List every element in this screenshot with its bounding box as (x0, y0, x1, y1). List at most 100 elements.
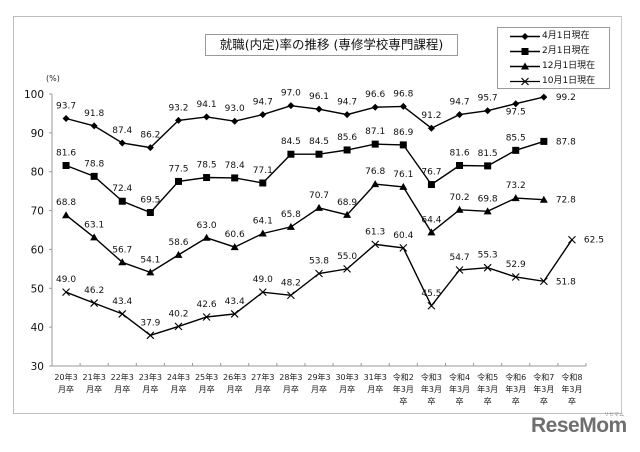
square-marker (512, 146, 520, 154)
diamond-marker (315, 105, 323, 113)
data-label: 37.9 (140, 318, 160, 328)
data-label: 96.8 (393, 89, 413, 99)
y-tick-label: 90 (31, 128, 44, 140)
x-tick-label: 令和7 (533, 372, 554, 382)
legend-label: 10月1日現在 (542, 76, 596, 86)
data-label: 49.0 (253, 275, 273, 285)
x-tick-label: 令和2 (393, 372, 414, 382)
triangle-marker (455, 205, 464, 213)
data-label: 60.6 (225, 230, 245, 240)
legend-item-feb1: 2月1日現在 (498, 44, 611, 59)
x-tick-label: 月卒 (283, 384, 299, 394)
legend-item-dec1: 12月1日現在 (498, 59, 611, 74)
square-marker (287, 150, 295, 158)
data-label: 77.5 (168, 164, 188, 174)
data-label: 87.8 (556, 137, 576, 147)
data-label: 63.0 (197, 221, 217, 231)
data-label: 76.8 (365, 167, 385, 177)
diamond-marker (343, 111, 351, 119)
square-marker (456, 161, 464, 169)
data-label: 51.8 (556, 277, 576, 287)
square-marker (427, 181, 435, 189)
data-label: 96.6 (365, 90, 385, 100)
x-tick-label: 卒 (484, 396, 492, 406)
chart-title: 就職(内定)率の推移 (専修学校専門課程) (205, 34, 458, 56)
square-marker (62, 161, 70, 169)
triangle-marker (539, 195, 548, 203)
x-tick-label: 月卒 (58, 384, 74, 394)
data-label: 78.5 (197, 161, 217, 171)
data-label: 43.4 (112, 297, 132, 307)
x-tick-label: 27年3 (251, 372, 274, 382)
x-tick-label: 年3月 (449, 384, 470, 394)
data-label: 95.7 (478, 94, 498, 104)
diamond-marker (174, 116, 182, 124)
x-tick-label: 22年3 (111, 372, 134, 382)
y-tick-label: 60 (31, 244, 44, 256)
diamond-marker (427, 124, 435, 132)
data-label: 87.1 (365, 127, 385, 137)
data-label: 84.5 (281, 137, 301, 147)
diamond-marker (90, 122, 98, 130)
diamond-marker-icon (510, 33, 540, 40)
series-diamond: 93.7 91.8 87.4 86.2 93.2 94.1 93.0 94.7 97.0 96.1… (56, 89, 576, 152)
triangle-marker (174, 250, 183, 258)
diamond-marker (399, 102, 407, 110)
data-label: 76.7 (421, 168, 441, 178)
x-tick-label: 年3月 (477, 384, 498, 394)
data-label: 85.5 (506, 133, 526, 143)
square-marker (259, 179, 267, 187)
data-label: 62.5 (584, 236, 604, 246)
series-triangle: 68.8 63.1 56.7 54.1 58.6 63.0 60.6 64.1 65.8 70.7… (56, 167, 576, 276)
triangle-marker (258, 229, 267, 237)
data-label: 43.4 (225, 297, 245, 307)
x-tick-label: 卒 (456, 396, 464, 406)
diamond-marker (259, 111, 267, 119)
x-tick-label: 25年3 (195, 372, 218, 382)
data-label: 93.0 (225, 104, 245, 114)
data-label: 54.7 (450, 253, 470, 263)
y-tick-label: 80 (31, 167, 44, 179)
data-label: 65.8 (281, 210, 301, 220)
resemom-logo: ReseMom (531, 414, 627, 437)
triangle-marker (146, 268, 155, 276)
x-tick-label: 月卒 (170, 384, 186, 394)
axes: 30 40 50 60 70 80 90 100 20年3 月卒 21年3 月卒 22年3 月卒 23年3 月… (24, 89, 587, 406)
square-marker (371, 140, 379, 148)
legend-label: 4月1日現在 (542, 31, 590, 41)
x-tick-label: 24年3 (167, 372, 190, 382)
x-tick-label: 令和5 (477, 372, 498, 382)
square-marker (343, 146, 351, 154)
data-label: 56.7 (112, 245, 132, 255)
y-tick-label: 100 (24, 89, 44, 101)
diamond-marker (62, 114, 70, 122)
diamond-marker (231, 117, 239, 125)
square-marker (90, 172, 98, 180)
x-tick-label: 卒 (427, 396, 435, 406)
diamond-marker (146, 144, 154, 152)
y-axis-unit: (%) (46, 74, 60, 83)
diamond-marker (456, 111, 464, 119)
data-label: 93.2 (168, 103, 188, 113)
data-label: 97.5 (506, 108, 526, 118)
x-tick-label: 28年3 (279, 372, 302, 382)
chart-frame (13, 16, 622, 414)
y-tick-label: 40 (31, 322, 44, 334)
diamond-marker (203, 113, 211, 121)
legend-item-oct1: 10月1日現在 (498, 74, 611, 89)
data-label: 91.8 (84, 109, 104, 119)
triangle-marker (399, 182, 408, 190)
data-label: 94.7 (253, 98, 273, 108)
square-marker (231, 174, 239, 182)
x-tick-label: 月卒 (227, 384, 243, 394)
diamond-marker (540, 93, 548, 101)
data-label: 77.1 (253, 166, 273, 176)
data-label: 69.8 (478, 194, 498, 204)
data-label: 58.6 (168, 238, 188, 248)
y-tick-label: 70 (31, 206, 44, 218)
square-marker (146, 209, 154, 217)
data-label: 78.8 (84, 159, 104, 169)
data-label: 78.4 (225, 161, 245, 171)
data-label: 76.1 (393, 170, 413, 180)
